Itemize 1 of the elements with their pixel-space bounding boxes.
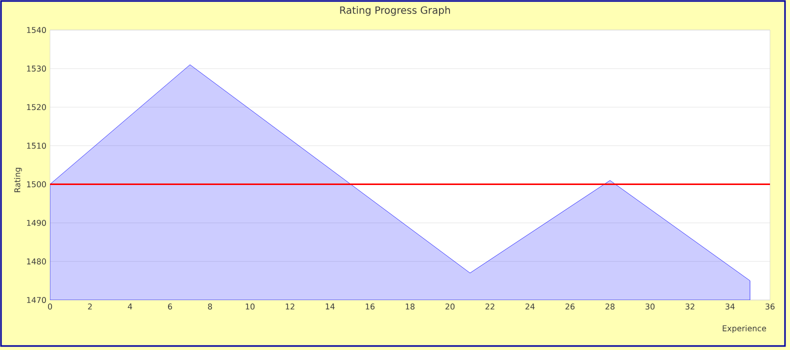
chart-title: Rating Progress Graph bbox=[340, 6, 450, 16]
